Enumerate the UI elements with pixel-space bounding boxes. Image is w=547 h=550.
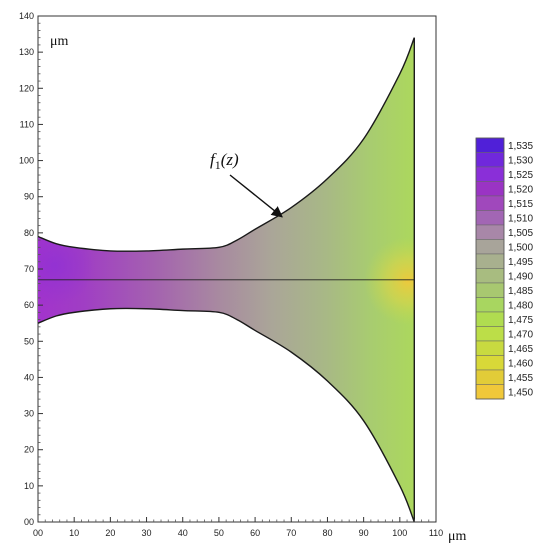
legend-label: 1,450 [508, 387, 533, 398]
curve-annotation: f1(z) [210, 150, 239, 172]
legend-swatch [475, 166, 505, 182]
x-axis-unit: μm [448, 529, 467, 544]
legend-label: 1,475 [508, 315, 533, 326]
legend-swatch [475, 384, 505, 400]
upper-boundary-curve [37, 37, 415, 252]
legend-label: 1,535 [508, 141, 533, 152]
legend-swatch [475, 152, 505, 168]
y-tick-label: 90 [24, 192, 34, 202]
legend-swatch [475, 355, 505, 371]
legend-label: 1,470 [508, 329, 533, 340]
y-tick-label: 10 [24, 481, 34, 491]
legend-label: 1,455 [508, 373, 533, 384]
annotation-arrow [229, 174, 283, 218]
legend-swatch [475, 282, 505, 298]
legend-label: 1,505 [508, 228, 533, 239]
heatmap-body [38, 37, 415, 522]
legend-label: 1,520 [508, 184, 533, 195]
legend-label: 1,490 [508, 271, 533, 282]
legend-swatch [475, 297, 505, 313]
legend-swatch [475, 268, 505, 284]
y-axis-unit: μm [50, 34, 69, 49]
legend-label: 1,515 [508, 199, 533, 210]
y-tick-label: 50 [24, 336, 34, 346]
legend-label: 1,480 [508, 300, 533, 311]
legend-label: 1,530 [508, 155, 533, 166]
legend-label: 1,500 [508, 242, 533, 253]
x-tick-label: 110 [429, 528, 443, 538]
y-tick-label: 140 [19, 11, 34, 21]
legend-label: 1,510 [508, 213, 533, 224]
legend-swatch [475, 195, 505, 211]
legend-swatch [475, 253, 505, 269]
x-tick-label: 100 [392, 528, 407, 538]
legend-swatch [475, 210, 505, 226]
x-tick-label: 40 [178, 528, 188, 538]
x-tick-label: 70 [286, 528, 296, 538]
x-tick-label: 10 [69, 528, 79, 538]
colorbar-legend: 1,535 1,530 1,525 1,520 1,515 1,510 1,505 1,500… [475, 137, 533, 400]
legend-label: 1,460 [508, 358, 533, 369]
legend-swatch [475, 340, 505, 356]
legend-swatch [475, 239, 505, 255]
legend-label: 1,495 [508, 257, 533, 268]
y-tick-label: 110 [20, 119, 34, 129]
legend-swatch [475, 311, 505, 327]
legend-swatch [475, 326, 505, 342]
legend-swatch [475, 224, 505, 240]
y-tick-label: 30 [24, 409, 34, 419]
y-tick-label: 80 [24, 228, 34, 238]
y-tick-label: 120 [19, 83, 34, 93]
y-tick-label: 20 [24, 445, 34, 455]
x-tick-label: 00 [33, 528, 43, 538]
y-tick-label: 100 [19, 156, 34, 166]
y-tick-label: 130 [19, 47, 34, 57]
x-tick-label: 80 [322, 528, 332, 538]
x-tick-label: 30 [142, 528, 152, 538]
y-tick-label: 70 [24, 264, 34, 274]
x-tick-label: 20 [105, 528, 115, 538]
lower-boundary-curve [37, 307, 415, 523]
legend-swatch [475, 181, 505, 197]
legend-label: 1,485 [508, 286, 533, 297]
y-tick-label: 60 [24, 300, 34, 310]
x-tick-label: 50 [214, 528, 224, 538]
y-tick-label: 40 [24, 372, 34, 382]
legend-swatch [475, 369, 505, 385]
legend-label: 1,465 [508, 344, 533, 355]
legend-swatch [475, 137, 505, 153]
x-tick-label: 90 [359, 528, 369, 538]
x-tick-label: 60 [250, 528, 260, 538]
legend-label: 1,525 [508, 170, 533, 181]
y-tick-label: 00 [24, 517, 34, 527]
axis-ticks: 00 10 20 30 40 50 60 70 80 90 100 110 00 10 20 30 40 50 60… [19, 11, 443, 538]
legend-frame [475, 137, 505, 400]
